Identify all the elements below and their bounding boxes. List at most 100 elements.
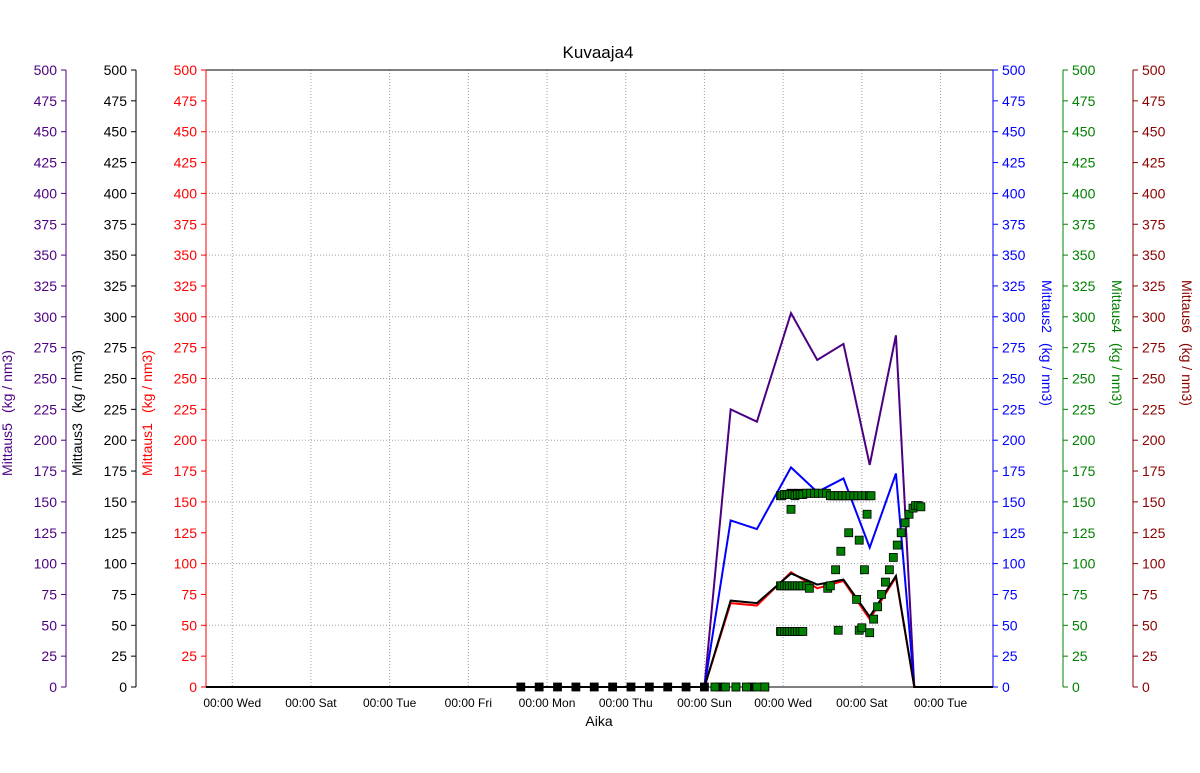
y-tick-label: 50: [1072, 617, 1088, 633]
data-point: [866, 491, 876, 501]
y-tick-label: 500: [1072, 62, 1096, 78]
data-point: [862, 509, 872, 519]
data-point: [516, 682, 526, 692]
y-tick-label: 250: [34, 371, 58, 387]
series-line-mittaus5: [206, 310, 993, 688]
x-tick-label: 00:00 Fri: [445, 696, 492, 710]
y-tick-label: 250: [1142, 371, 1166, 387]
y-tick-label: 0: [49, 679, 57, 695]
data-point: [804, 583, 814, 593]
y-tick-label: 425: [1142, 155, 1166, 171]
x-tick-label: 00:00 Sat: [285, 696, 337, 710]
y-tick-label: 425: [104, 155, 128, 171]
series-mittaus3: [206, 572, 993, 688]
y-tick-label: 50: [111, 617, 127, 633]
y-tick-label: 150: [104, 494, 128, 510]
y-tick-label: 325: [104, 278, 128, 294]
data-point: [663, 682, 673, 692]
y-tick-label: 450: [104, 124, 128, 140]
data-point: [571, 682, 581, 692]
y-axis-unit: (kg / nm3): [69, 350, 85, 413]
y-tick-label: 325: [1142, 278, 1166, 294]
y-tick-label: 300: [1002, 309, 1026, 325]
y-tick-label: 150: [34, 494, 58, 510]
y-tick-label: 500: [174, 62, 198, 78]
data-point: [589, 682, 599, 692]
y-tick-label: 25: [111, 648, 127, 664]
y-tick-label: 250: [1002, 371, 1026, 387]
y-tick-label: 50: [181, 617, 197, 633]
y-tick-label: 300: [1072, 309, 1096, 325]
y-tick-label: 75: [1142, 586, 1158, 602]
data-point: [860, 565, 869, 575]
y-tick-label: 250: [1072, 371, 1096, 387]
chart-title: Kuvaaja4: [563, 43, 634, 62]
data-point: [731, 682, 741, 692]
y-tick-label: 100: [1002, 556, 1026, 572]
y-tick-label: 200: [34, 432, 58, 448]
x-axis-label: Aika: [585, 713, 612, 729]
data-point: [626, 682, 636, 692]
y-tick-label: 275: [104, 340, 128, 356]
y-tick-label: 425: [174, 155, 198, 171]
y-tick-label: 50: [1002, 617, 1018, 633]
y-tick-label: 225: [1072, 401, 1096, 417]
y-tick-label: 375: [1002, 216, 1026, 232]
y-tick-label: 375: [1072, 216, 1096, 232]
y-tick-label: 75: [1002, 586, 1018, 602]
y-tick-label: 500: [1142, 62, 1166, 78]
y-tick-label: 300: [104, 309, 128, 325]
y-axis-title: Mittaus6 (kg / nm3): [1179, 280, 1195, 406]
grid-layer: [206, 70, 993, 687]
data-point: [916, 502, 926, 512]
y-tick-label: 75: [41, 586, 57, 602]
y-tick-label: 125: [104, 525, 128, 541]
y-tick-label: 25: [41, 648, 57, 664]
y-tick-label: 25: [1002, 648, 1018, 664]
y-tick-label: 250: [104, 371, 128, 387]
y-tick-label: 300: [1142, 309, 1166, 325]
data-point: [534, 682, 544, 692]
y-tick-label: 325: [174, 278, 198, 294]
y-tick-label: 400: [34, 185, 58, 201]
data-point: [831, 565, 840, 575]
y-tick-label: 225: [174, 401, 198, 417]
y-tick-label: 300: [34, 309, 58, 325]
data-point: [833, 625, 843, 635]
y-axis-title: Mittaus5 (kg / nm3): [0, 350, 15, 476]
y-axis-m5: 0 25 50 75 100 125 150 175 200 225 250 275 300 325 350…: [0, 62, 67, 695]
y-tick-label: 50: [41, 617, 57, 633]
y-axis-unit: (kg / nm3): [1109, 343, 1125, 406]
y-tick-label: 375: [34, 216, 58, 232]
y-tick-label: 175: [34, 463, 58, 479]
series-mittaus2: [206, 465, 993, 688]
y-tick-label: 475: [34, 93, 58, 109]
y-tick-label: 425: [34, 155, 58, 171]
data-point: [873, 602, 882, 612]
y-tick-label: 475: [104, 93, 128, 109]
y-tick-label: 275: [1142, 340, 1166, 356]
y-tick-label: 125: [1002, 525, 1026, 541]
y-tick-label: 400: [1142, 185, 1166, 201]
y-axis-unit: (kg / nm3): [0, 350, 15, 413]
y-axis-m6: 0 25 50 75 100 125 150 175 200 225 250 275 300 325 350…: [1132, 62, 1195, 695]
series-mittaus1: [206, 570, 993, 688]
series-mittaus5: [206, 310, 993, 688]
y-tick-label: 200: [174, 432, 198, 448]
y-tick-label: 375: [1142, 216, 1166, 232]
y-tick-label: 225: [34, 401, 58, 417]
y-tick-label: 275: [34, 340, 58, 356]
y-axis-title: Mittaus2 (kg / nm3): [1039, 280, 1055, 406]
y-tick-label: 0: [1072, 679, 1080, 695]
data-point: [900, 518, 910, 528]
y-axis-name: Mittaus4: [1109, 280, 1125, 333]
data-point: [786, 504, 796, 514]
y-axis-unit: (kg / nm3): [139, 350, 155, 413]
x-tick-label: 00:00 Tue: [914, 696, 968, 710]
y-tick-label: 0: [119, 679, 127, 695]
y-tick-label: 350: [34, 247, 58, 263]
y-tick-label: 225: [1142, 401, 1166, 417]
y-tick-label: 425: [1002, 155, 1026, 171]
data-point: [852, 594, 861, 604]
series-line-mittaus1: [206, 570, 993, 688]
